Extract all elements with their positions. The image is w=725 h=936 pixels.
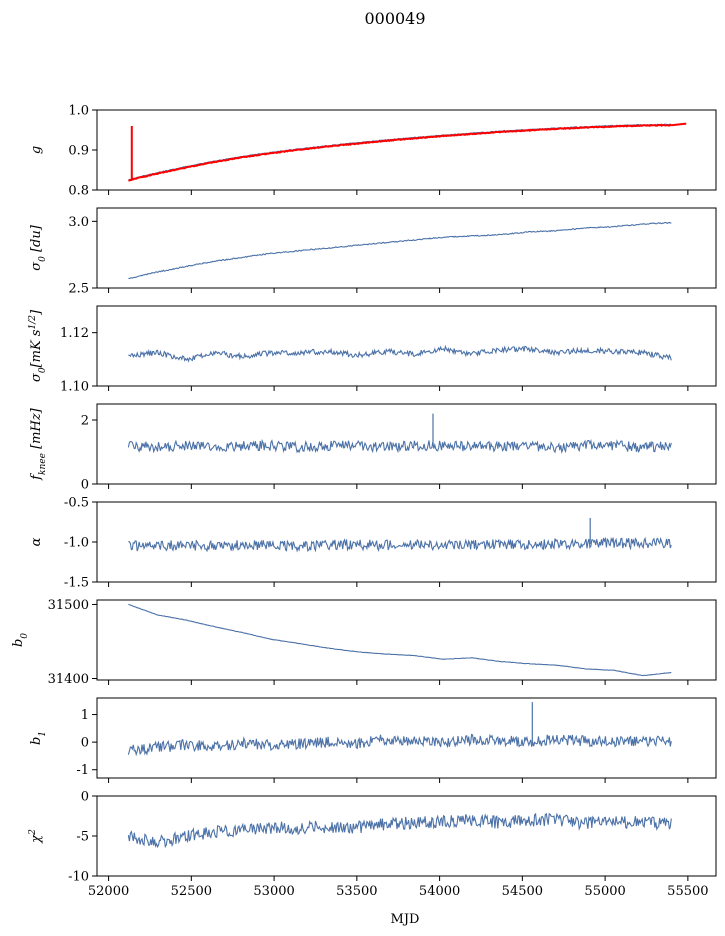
y-tick-label: -5 (76, 830, 89, 845)
y-tick-label: 3.0 (68, 215, 89, 230)
x-axis-label: MJD (391, 912, 420, 927)
series-line (128, 344, 672, 363)
y-tick-label: -1 (76, 763, 89, 778)
y-tick-label: 31400 (48, 672, 89, 687)
series-line (127, 812, 672, 849)
y-axis-label: b0 (11, 633, 30, 647)
panel-8: 52000 52500 53000 53500 54000 54500 55000 55500… (28, 790, 717, 899)
y-axis-label: b1 (29, 731, 48, 745)
y-axis-label: g (29, 146, 44, 154)
series-line (128, 123, 672, 181)
y-axis-label: χ2 (28, 829, 44, 844)
y-tick-label: -10 (68, 870, 89, 885)
y-axis-label: σ0[mK s1/2] (28, 309, 48, 382)
series-line (128, 536, 672, 553)
panel-1: 0.8 0.9 1.0 g (29, 104, 717, 199)
y-tick-label: 1.12 (60, 326, 89, 341)
y-tick-label: 1.0 (68, 104, 89, 119)
y-tick-label: 31500 (48, 598, 89, 613)
panel-6: 31400 31500 b0 (11, 598, 717, 687)
axes-frame (96, 697, 717, 779)
x-tick-label: 55000 (584, 884, 625, 899)
axes-frame (96, 109, 717, 191)
y-tick-label: 0 (81, 478, 89, 493)
axes-frame (96, 501, 717, 583)
y-tick-label: -0.5 (64, 496, 89, 511)
x-tick-label: 53500 (336, 884, 377, 899)
y-tick-label: 0 (81, 736, 89, 751)
x-tick-label: 54500 (502, 884, 543, 899)
figure-title: 000049 (364, 9, 425, 28)
series-line (127, 733, 672, 757)
panel-7: -1 0 1 b1 (29, 697, 717, 783)
panel-4: 0 2 fknee [mHz] (29, 403, 717, 493)
y-tick-label: 1 (81, 708, 89, 723)
x-tick-label: 52000 (88, 884, 129, 899)
axes-frame (96, 305, 717, 387)
x-tick-label: 52500 (171, 884, 212, 899)
y-tick-label: -1.5 (64, 576, 89, 591)
series-line (128, 221, 672, 280)
y-tick-label: 1.10 (60, 380, 89, 395)
y-axis-label: α (29, 537, 44, 546)
gain-overlay-end (671, 122, 687, 127)
series-line (128, 603, 672, 677)
axes-frame (96, 207, 717, 289)
axes-frame (96, 795, 717, 877)
gain-overlay-line (128, 123, 672, 182)
series-line (127, 438, 672, 454)
y-axis-label: fknee [mHz] (29, 407, 48, 480)
y-tick-label: 0 (81, 790, 89, 805)
y-tick-label: 2 (81, 414, 89, 429)
panels: 0.8 0.9 1.0 g 2.5 3.0 σ0 [du] 1.10 1.12 σ0[mK s1/… (11, 104, 717, 899)
y-axis-label: σ0 [du] (29, 224, 48, 271)
y-tick-label: 0.8 (68, 184, 89, 199)
x-tick-label: 55500 (667, 884, 708, 899)
y-tick-label: -1.0 (64, 536, 89, 551)
y-tick-label: 0.9 (68, 144, 89, 159)
panel-2: 2.5 3.0 σ0 [du] (29, 207, 717, 297)
x-tick-label: 53000 (253, 884, 294, 899)
y-tick-label: 2.5 (68, 282, 89, 297)
panel-3: 1.10 1.12 σ0[mK s1/2] (28, 305, 717, 395)
axes-frame (96, 403, 717, 485)
panel-5: -1.5 -1.0 -0.5 α (29, 496, 717, 591)
axes-frame (96, 599, 717, 681)
x-tick-label: 54000 (419, 884, 460, 899)
